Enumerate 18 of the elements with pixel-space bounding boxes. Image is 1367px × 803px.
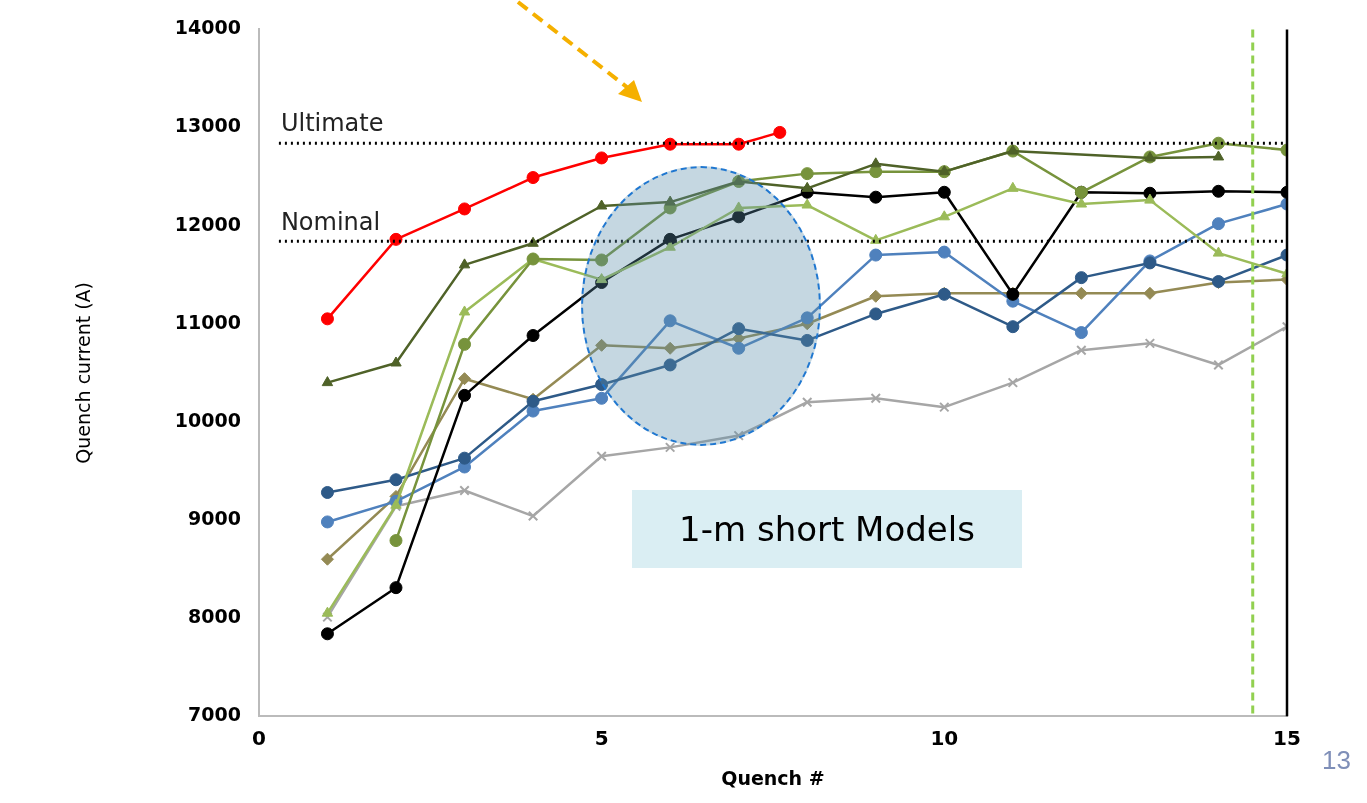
- text: 13: [1322, 745, 1351, 776]
- x-tick-label: 10: [930, 726, 959, 751]
- x-tick-label: 0: [251, 726, 266, 751]
- annotation: 1-m short Models: [632, 490, 1022, 568]
- y-axis-title: Quench current (A): [72, 281, 95, 464]
- y-tick-label: 12000: [174, 212, 241, 235]
- x-tick-label: 5: [594, 726, 609, 751]
- y-tick-label: 9000: [188, 506, 241, 529]
- y-tick-label: 14000: [174, 16, 241, 39]
- y-tick-label: 11000: [174, 310, 241, 333]
- x-tick-label: 15: [1273, 726, 1301, 751]
- y-tick-label: 8000: [188, 605, 241, 628]
- x-axis-title: Quench #: [721, 766, 825, 789]
- ref-line-label: Ultimate: [280, 109, 384, 138]
- y-tick-label: 7000: [188, 703, 241, 726]
- ref-line-label: Nominal: [280, 207, 381, 236]
- y-tick-label: 10000: [174, 408, 241, 431]
- y-tick-label: 13000: [174, 114, 241, 137]
